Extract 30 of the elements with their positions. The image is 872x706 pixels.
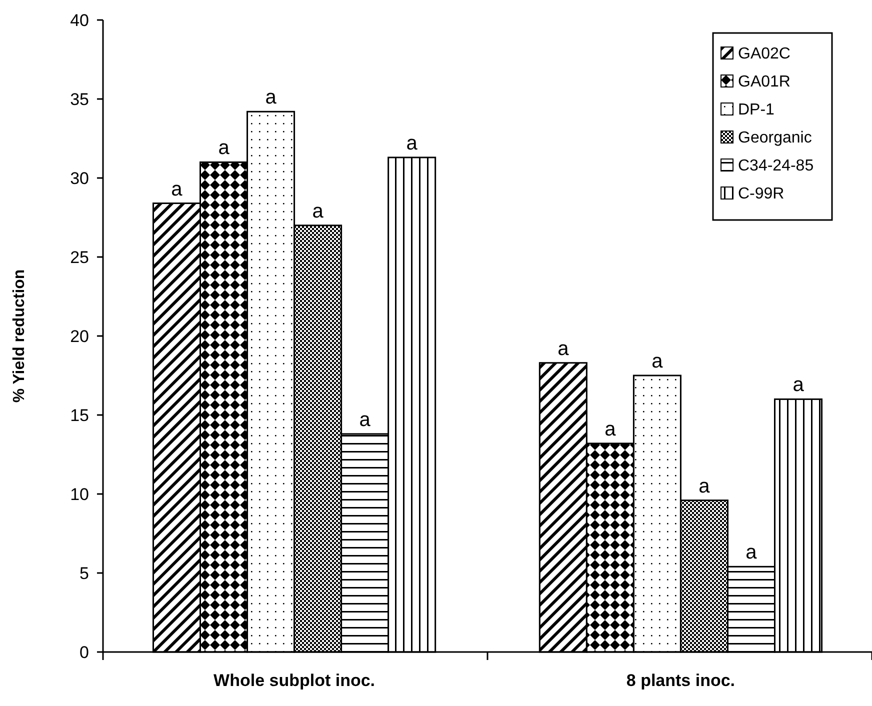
y-tick-label: 15	[70, 406, 89, 425]
data-label: a	[792, 374, 805, 396]
data-label: a	[312, 200, 324, 222]
data-label: a	[604, 418, 617, 440]
y-tick-label: 5	[80, 564, 89, 583]
y-tick-label: 30	[70, 168, 89, 188]
y-tick-label: 10	[70, 484, 89, 504]
legend-label: GA02C	[738, 46, 790, 63]
legend-label: C-99R	[738, 186, 784, 203]
legend-label: Georganic	[738, 130, 812, 147]
data-label: a	[406, 132, 418, 154]
data-label: a	[265, 86, 278, 109]
x-tick-label: Whole subplot inoc.	[214, 671, 376, 690]
legend-label: GA01R	[738, 74, 790, 91]
y-axis-title: % Yield reduction	[11, 269, 28, 403]
data-label: a	[652, 350, 664, 372]
data-label: a	[746, 542, 758, 564]
data-label: a	[218, 137, 230, 160]
y-tick-label: 0	[80, 642, 89, 662]
legend-label: C34-24-85	[738, 158, 814, 175]
data-label: a	[698, 475, 711, 498]
y-tick-label: 40	[70, 10, 89, 30]
y-tick-label: 25	[70, 248, 89, 267]
legend-label: DP-1	[738, 102, 775, 119]
data-label: a	[171, 178, 184, 200]
y-tick-label: 35	[70, 90, 89, 109]
x-tick-label: 8 plants inoc.	[626, 671, 736, 690]
data-label: a	[359, 408, 372, 431]
data-label: a	[558, 338, 570, 360]
y-tick-label: 20	[70, 326, 89, 346]
